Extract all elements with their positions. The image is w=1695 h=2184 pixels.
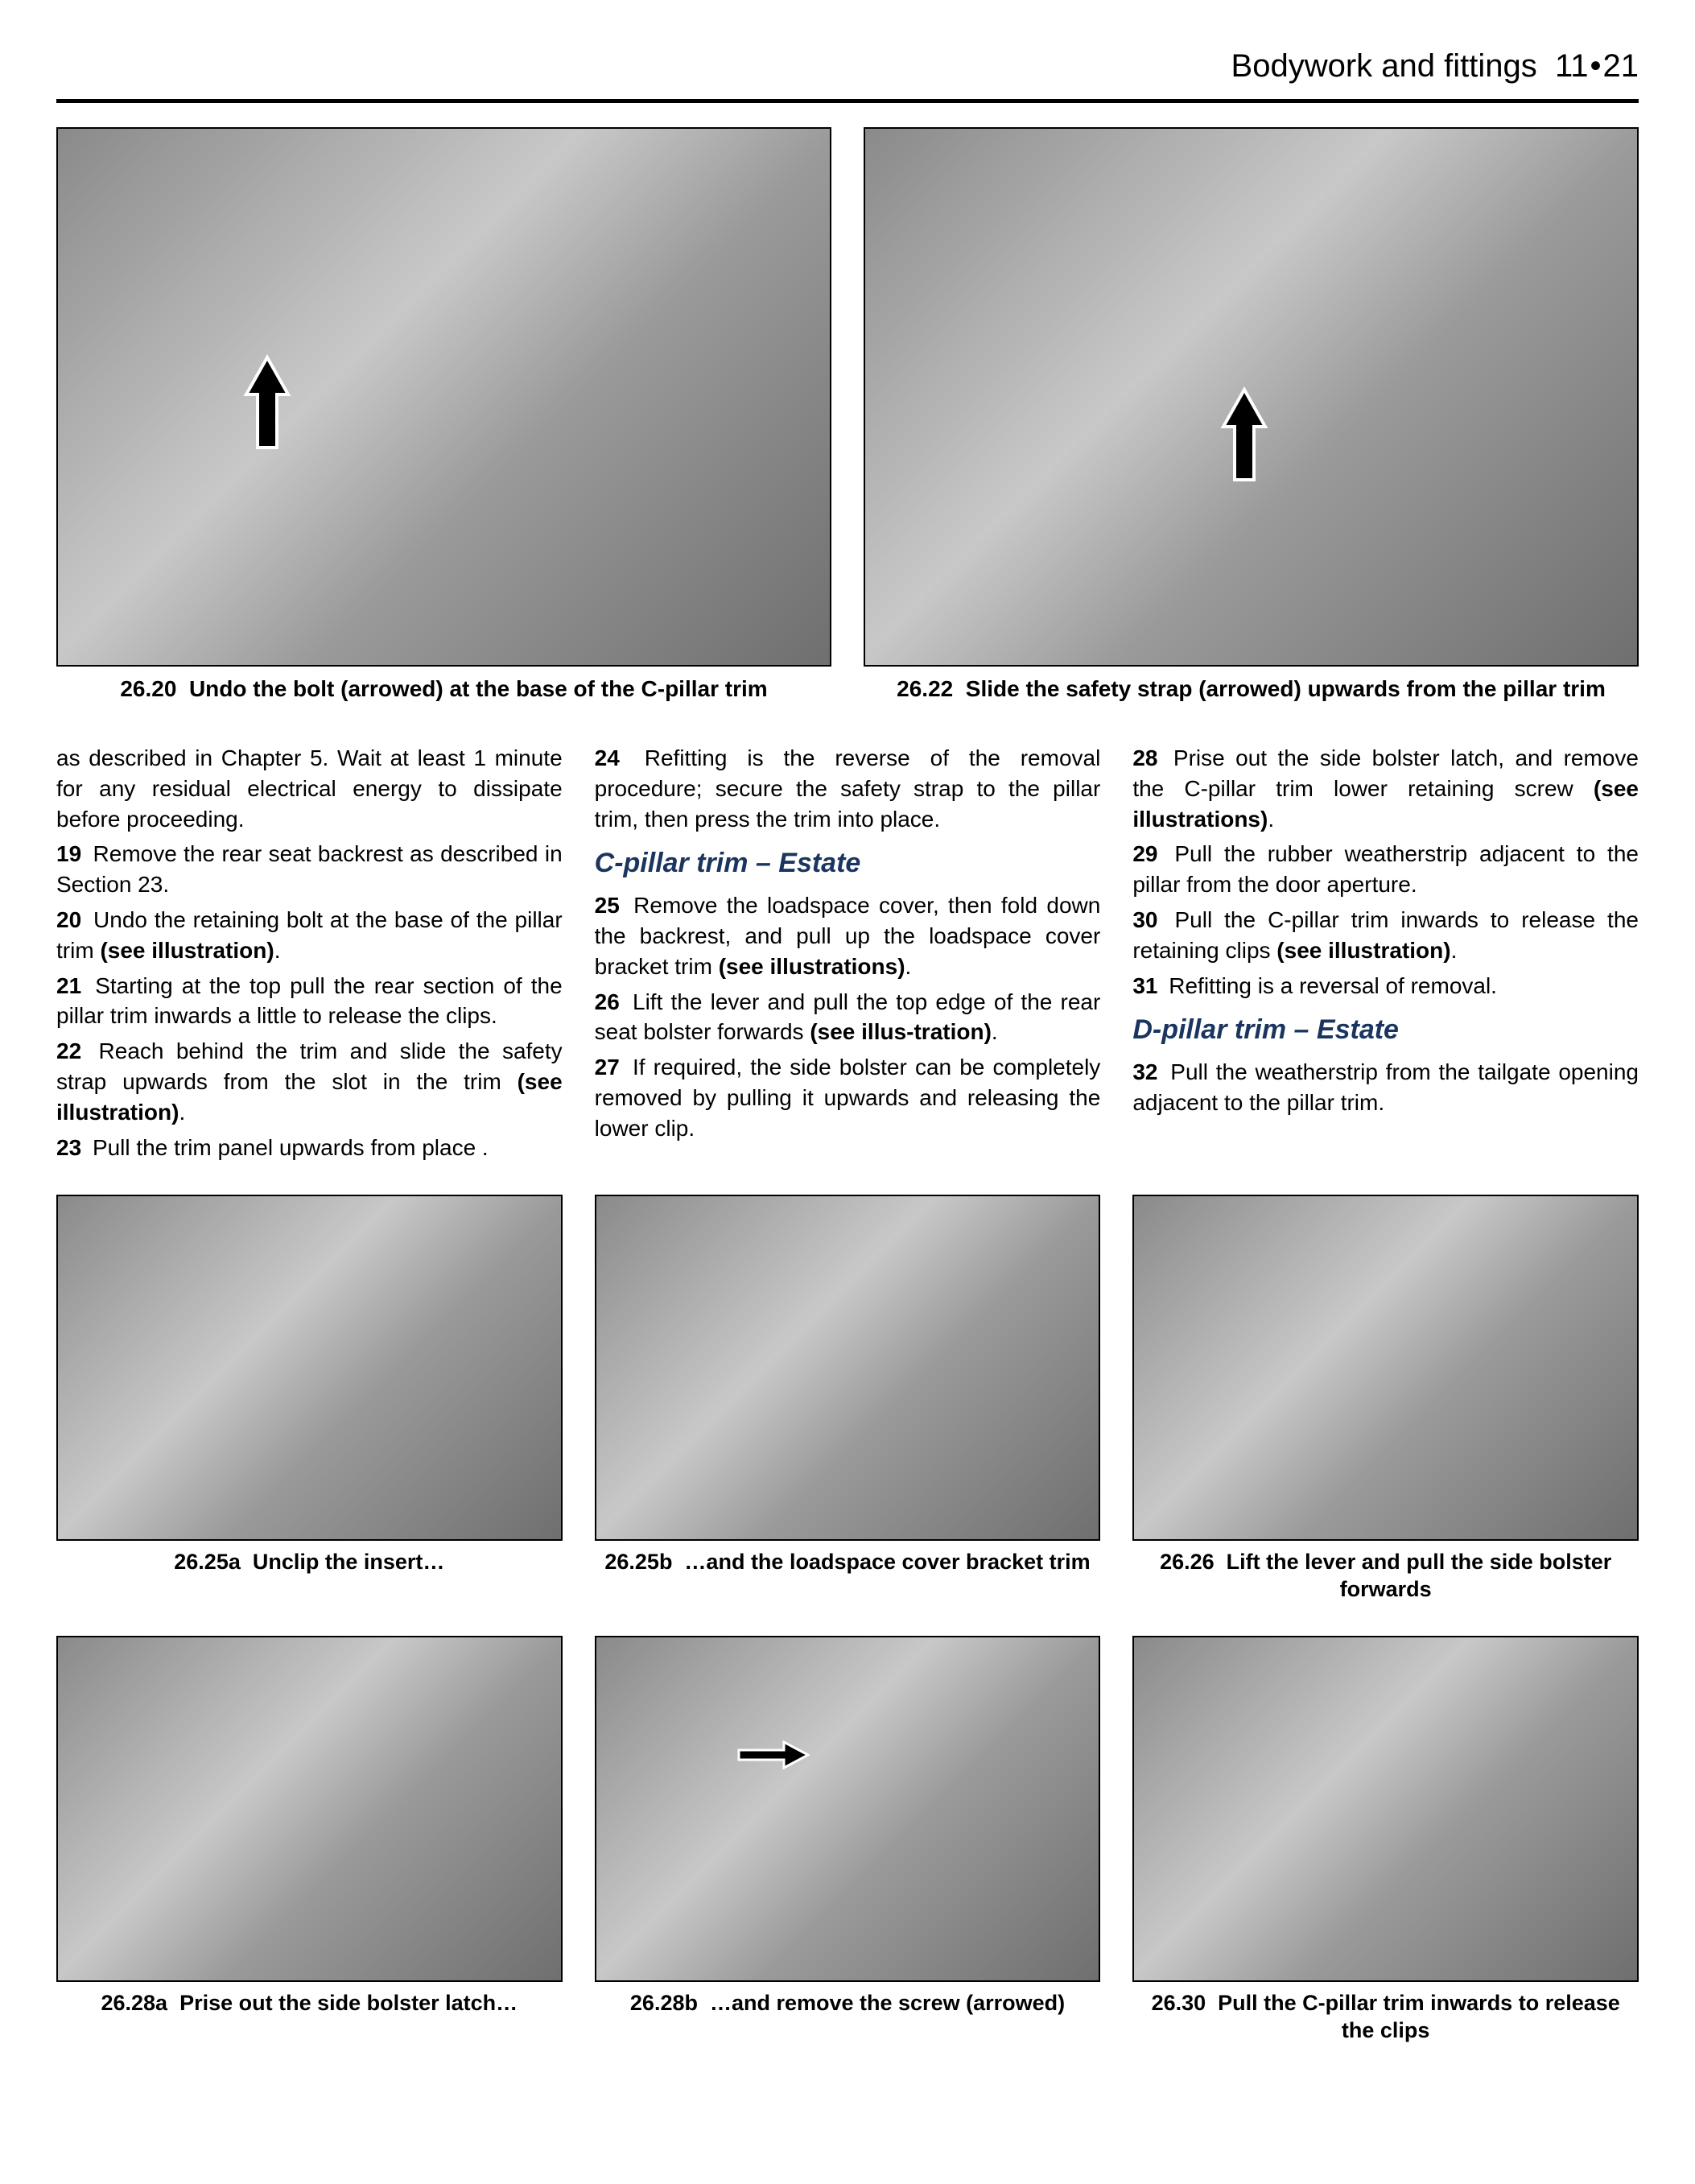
step-number: 23 xyxy=(56,1135,81,1160)
step-paragraph: 27 If required, the side bolster can be … xyxy=(595,1052,1101,1143)
step-number: 25 xyxy=(595,893,620,918)
figure-image xyxy=(56,127,831,667)
figure-image xyxy=(595,1636,1101,1982)
step-paragraph: 31 Refitting is a reversal of removal. xyxy=(1132,971,1639,1001)
step-paragraph: 22 Reach behind the trim and slide the s… xyxy=(56,1036,563,1127)
figure-image xyxy=(595,1195,1101,1541)
header-rule xyxy=(56,99,1639,103)
arrow-right-icon xyxy=(737,1740,810,1769)
step-paragraph: 23 Pull the trim panel upwards from plac… xyxy=(56,1133,563,1163)
figure-caption: 26.25b …and the loadspace cover bracket … xyxy=(595,1549,1101,1576)
see-illustration: (see illustration) xyxy=(100,938,274,963)
step-number: 30 xyxy=(1132,907,1157,932)
step-number: 26 xyxy=(595,989,620,1014)
see-illustration: (see illus-tration) xyxy=(810,1019,992,1044)
step-paragraph: 26 Lift the lever and pull the top edge … xyxy=(595,987,1101,1048)
see-illustration: (see illustrations) xyxy=(1132,776,1639,832)
step-number: 19 xyxy=(56,841,81,866)
figure-image xyxy=(864,127,1639,667)
figure: 26.30 Pull the C-pillar trim inwards to … xyxy=(1132,1636,1639,2045)
arrow-up-icon xyxy=(1220,386,1268,483)
bottom-figure-row: 26.28a Prise out the side bolster latch…… xyxy=(56,1636,1639,2045)
image-placeholder xyxy=(596,1196,1099,1539)
mid-figure-row: 26.25a Unclip the insert… 26.25b …and the… xyxy=(56,1195,1639,1604)
figure-image xyxy=(1132,1636,1639,1982)
section-heading: C-pillar trim – Estate xyxy=(595,845,1101,882)
step-number: 20 xyxy=(56,907,81,932)
image-placeholder xyxy=(596,1637,1099,1980)
figure: 26.28a Prise out the side bolster latch… xyxy=(56,1636,563,2045)
figure-caption: 26.20 Undo the bolt (arrowed) at the bas… xyxy=(56,675,831,703)
step-paragraph: 24 Refitting is the reverse of the remov… xyxy=(595,743,1101,834)
step-paragraph: 29 Pull the rubber weatherstrip adjacent… xyxy=(1132,839,1639,900)
step-number: 21 xyxy=(56,973,81,998)
step-paragraph: 20 Undo the retaining bolt at the base o… xyxy=(56,905,563,966)
step-number: 31 xyxy=(1132,973,1157,998)
figure: 26.28b …and remove the screw (arrowed) xyxy=(595,1636,1101,2045)
image-placeholder xyxy=(58,129,830,665)
see-illustration: (see illustration) xyxy=(56,1069,563,1125)
image-placeholder xyxy=(58,1196,561,1539)
see-illustration: (see illustration) xyxy=(1276,938,1450,963)
figure-caption: 26.22 Slide the safety strap (arrowed) u… xyxy=(864,675,1639,703)
figure-caption: 26.28a Prise out the side bolster latch… xyxy=(56,1990,563,2017)
arrow-up-icon xyxy=(243,354,291,451)
step-paragraph: 21 Starting at the top pull the rear sec… xyxy=(56,971,563,1032)
figure-caption: 26.30 Pull the C-pillar trim inwards to … xyxy=(1132,1990,1639,2045)
top-figure-row: 26.20 Undo the bolt (arrowed) at the bas… xyxy=(56,127,1639,703)
body-text-columns: as described in Chapter 5. Wait at least… xyxy=(56,743,1639,1162)
figure-image xyxy=(1132,1195,1639,1541)
step-number: 27 xyxy=(595,1055,620,1080)
figure: 26.22 Slide the safety strap (arrowed) u… xyxy=(864,127,1639,703)
see-illustration: (see illustrations) xyxy=(719,954,905,979)
figure-caption: 26.25a Unclip the insert… xyxy=(56,1549,563,1576)
body-paragraph: as described in Chapter 5. Wait at least… xyxy=(56,743,563,834)
page-number: 21 xyxy=(1603,48,1639,84)
step-paragraph: 19 Remove the rear seat backrest as desc… xyxy=(56,839,563,900)
step-paragraph: 30 Pull the C-pillar trim inwards to rel… xyxy=(1132,905,1639,966)
chapter-title: Bodywork and fittings xyxy=(1231,48,1537,84)
figure: 26.20 Undo the bolt (arrowed) at the bas… xyxy=(56,127,831,703)
page-section: 11 xyxy=(1555,48,1589,84)
page-header: Bodywork and fittings 11•21 xyxy=(56,48,1639,85)
step-number: 29 xyxy=(1132,841,1157,866)
step-paragraph: 25 Remove the loadspace cover, then fold… xyxy=(595,890,1101,981)
figure-image xyxy=(56,1636,563,1982)
figure: 26.25b …and the loadspace cover bracket … xyxy=(595,1195,1101,1604)
figure-caption: 26.26 Lift the lever and pull the side b… xyxy=(1132,1549,1639,1604)
image-placeholder xyxy=(58,1637,561,1980)
section-heading: D-pillar trim – Estate xyxy=(1132,1012,1639,1049)
figure-image xyxy=(56,1195,563,1541)
step-number: 22 xyxy=(56,1038,81,1063)
figure: 26.26 Lift the lever and pull the side b… xyxy=(1132,1195,1639,1604)
step-paragraph: 32 Pull the weatherstrip from the tailga… xyxy=(1132,1057,1639,1118)
figure-caption: 26.28b …and remove the screw (arrowed) xyxy=(595,1990,1101,2017)
step-number: 28 xyxy=(1132,745,1157,770)
bullet-separator: • xyxy=(1590,48,1601,84)
step-number: 32 xyxy=(1132,1059,1157,1084)
step-paragraph: 28 Prise out the side bolster latch, and… xyxy=(1132,743,1639,834)
step-number: 24 xyxy=(595,745,620,770)
figure: 26.25a Unclip the insert… xyxy=(56,1195,563,1604)
image-placeholder xyxy=(1134,1637,1637,1980)
image-placeholder xyxy=(1134,1196,1637,1539)
